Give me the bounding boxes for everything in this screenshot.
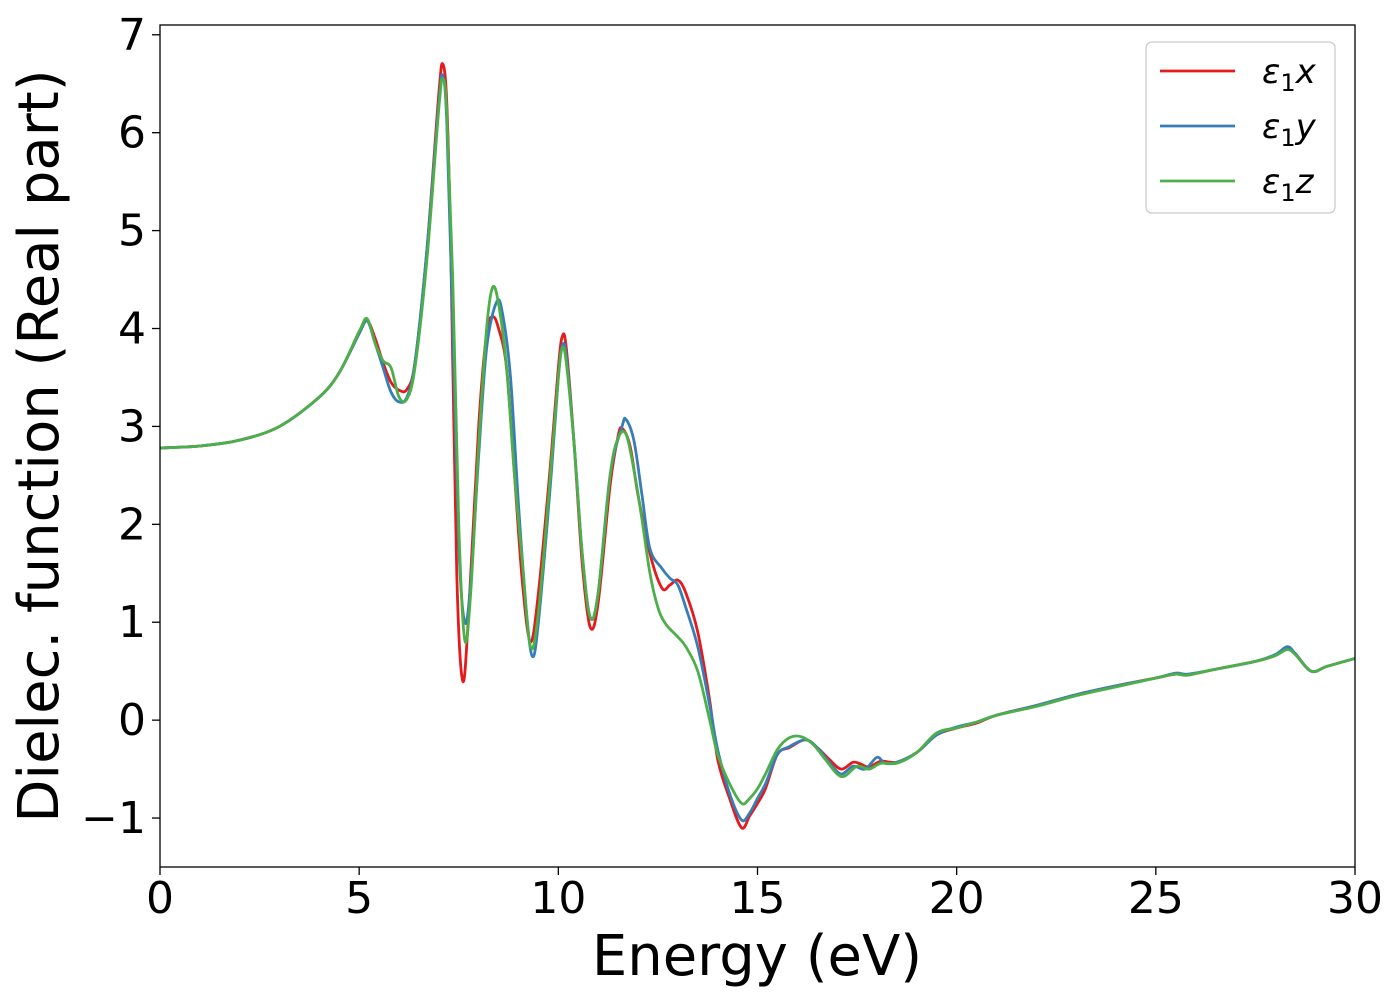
x-tick-label: 0 [146,873,174,924]
legend: ε1x ε1y ε1z [1145,41,1336,214]
x-tick-label: 15 [730,873,786,924]
y-tick-label: 6 [118,108,146,159]
series-layer [160,62,1355,830]
y-tick-label: 0 [118,695,146,746]
y-axis-title: Dielec. function (Real part) [7,69,72,822]
y-axis-ticks: −1 0 1 2 3 4 5 6 7 [81,10,160,844]
x-tick-label: 30 [1327,873,1383,924]
legend-label-y: ε1y [1262,107,1317,152]
y-tick-label: 7 [118,10,146,61]
y-tick-label: 2 [118,499,146,550]
x-tick-label: 25 [1128,873,1184,924]
y-tick-label: 4 [118,304,146,355]
legend-label-z: ε1z [1262,162,1315,207]
legend-frame [1145,41,1336,214]
y-tick-label: 5 [118,206,146,257]
legend-label-x: ε1x [1262,52,1317,97]
series-line-z [160,77,1355,806]
x-axis-title: Energy (eV) [592,924,922,989]
y-tick-label: 1 [118,597,146,648]
x-axis-ticks: 0 5 10 15 20 25 30 [146,867,1383,924]
x-tick-label: 5 [345,873,373,924]
y-tick-label: 3 [118,401,146,452]
y-tick-label: −1 [81,793,146,844]
x-tick-label: 10 [530,873,586,924]
x-tick-label: 20 [929,873,985,924]
